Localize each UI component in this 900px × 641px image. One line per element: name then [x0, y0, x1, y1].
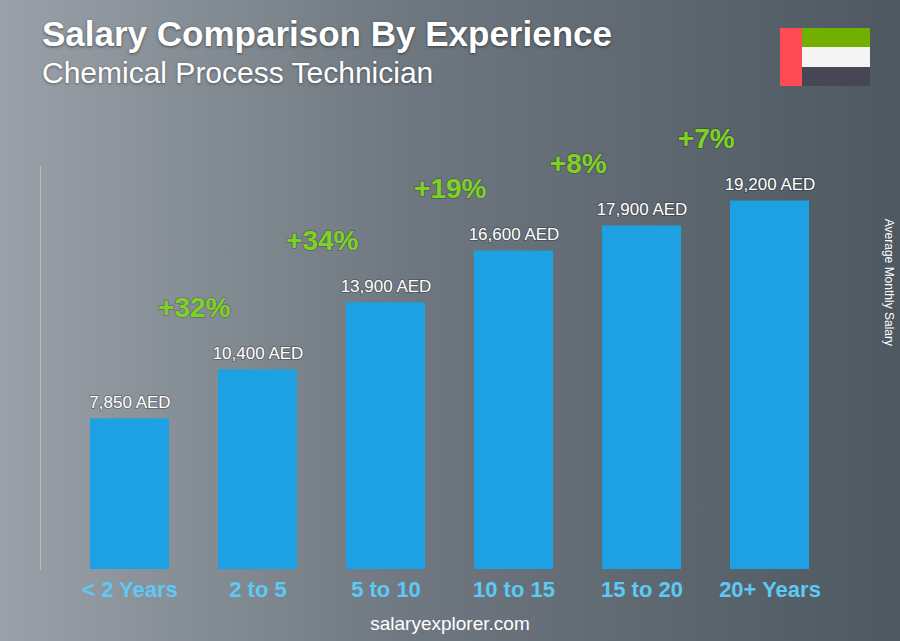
svg-text:10,400 AED: 10,400 AED	[213, 344, 304, 363]
svg-text:16,600 AED: 16,600 AED	[469, 225, 560, 244]
svg-text:10 to 15: 10 to 15	[473, 577, 555, 602]
svg-text:15 to 20: 15 to 20	[601, 577, 683, 602]
svg-text:< 2 Years: < 2 Years	[82, 577, 178, 602]
svg-text:+32%: +32%	[158, 292, 230, 323]
svg-text:5 to 10: 5 to 10	[351, 577, 421, 602]
html-text:salaryexplorer.com: salaryexplorer.com	[370, 613, 530, 634]
html-text:Chemical Process Technician: Chemical Process Technician	[42, 56, 434, 89]
svg-text:+19%: +19%	[414, 173, 486, 204]
svg-text:+8%: +8%	[550, 148, 607, 179]
svg-text:7,850 AED: 7,850 AED	[89, 393, 170, 412]
html-text:Salary Comparison By Experienc: Salary Comparison By Experience	[42, 14, 612, 53]
svg-text:19,200 AED: 19,200 AED	[725, 175, 816, 194]
html-text:Average Monthly Salary: Average Monthly Salary	[882, 218, 896, 346]
svg-text:+7%: +7%	[678, 123, 735, 154]
svg-text:13,900 AED: 13,900 AED	[341, 277, 432, 296]
svg-text:2 to 5: 2 to 5	[229, 577, 286, 602]
svg-text:20+ Years: 20+ Years	[719, 577, 821, 602]
svg-text:+34%: +34%	[286, 225, 358, 256]
svg-text:17,900 AED: 17,900 AED	[597, 200, 688, 219]
